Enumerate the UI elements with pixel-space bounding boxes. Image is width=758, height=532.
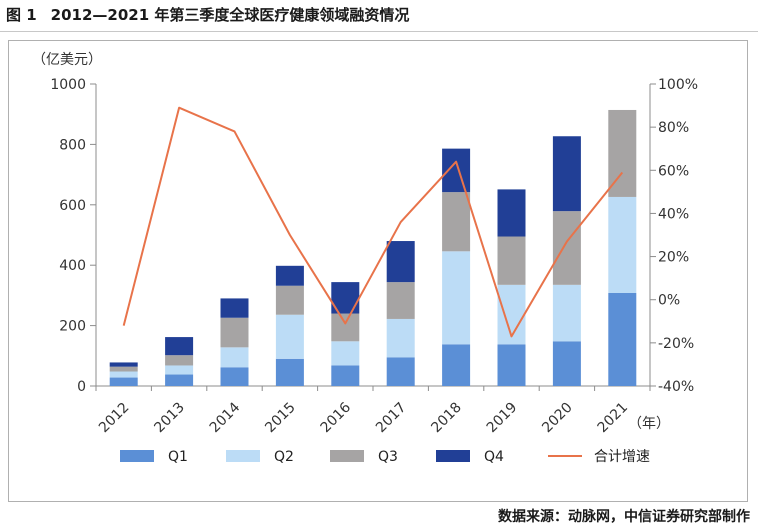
x-tick-label: 2016 bbox=[318, 399, 355, 436]
y-tick-label-right: 20% bbox=[658, 250, 689, 266]
bar-q1-2013 bbox=[165, 374, 194, 386]
legend-swatch-q1 bbox=[120, 450, 154, 462]
bar-q2-2013 bbox=[165, 365, 194, 375]
legend-label-q2: Q2 bbox=[274, 449, 294, 465]
legend-label-growth: 合计增速 bbox=[594, 449, 650, 465]
bar-q4-2012 bbox=[109, 362, 138, 367]
y-tick-label-right: 80% bbox=[658, 120, 689, 136]
bar-q2-2017 bbox=[386, 318, 415, 358]
bar-q2-2021 bbox=[608, 196, 637, 293]
bar-q3-2014 bbox=[220, 317, 249, 348]
growth-line bbox=[122, 106, 624, 338]
x-tick-label: 2017 bbox=[373, 400, 410, 437]
legend-swatch-q3 bbox=[330, 450, 364, 462]
bar-q4-2014 bbox=[220, 298, 249, 318]
bar-q3-2016 bbox=[331, 313, 360, 342]
x-tick-label: 2019 bbox=[484, 400, 521, 437]
bar-q4-2015 bbox=[275, 265, 304, 286]
bar-q2-2014 bbox=[220, 347, 249, 368]
bar-q1-2014 bbox=[220, 367, 249, 386]
bar-q3-2012 bbox=[109, 366, 138, 372]
bar-q1-2021 bbox=[608, 292, 637, 386]
bar-q3-2018 bbox=[442, 192, 471, 252]
y-tick-label-right: 60% bbox=[658, 163, 689, 179]
y-tick-label-left: 400 bbox=[59, 258, 86, 274]
bar-q4-2017 bbox=[386, 241, 415, 283]
bar-q1-2020 bbox=[552, 341, 581, 386]
bar-q3-2015 bbox=[275, 285, 304, 315]
x-tick-label: 2012 bbox=[96, 400, 133, 437]
bar-q3-2013 bbox=[165, 355, 194, 366]
title-divider bbox=[0, 31, 758, 32]
figure-number: 图 1 bbox=[6, 6, 37, 24]
x-tick-label: 2021 bbox=[595, 400, 632, 437]
x-tick-label: 2015 bbox=[262, 400, 299, 437]
y-tick-label-left: 200 bbox=[59, 319, 86, 335]
bar-q1-2016 bbox=[331, 365, 360, 386]
y-tick-label-left: 0 bbox=[77, 379, 86, 395]
bar-q2-2015 bbox=[275, 314, 304, 359]
x-tick-label: 2014 bbox=[207, 399, 244, 436]
bar-q4-2013 bbox=[165, 337, 194, 356]
bar-q4-2018 bbox=[442, 148, 471, 193]
y-tick-label-right: -20% bbox=[658, 336, 694, 352]
bar-q4-2020 bbox=[552, 136, 581, 212]
legend-label-q1: Q1 bbox=[168, 449, 188, 465]
x-tick-label: 2018 bbox=[428, 400, 465, 437]
legend-swatch-q2 bbox=[226, 450, 260, 462]
chart-frame bbox=[8, 40, 748, 502]
bar-q1-2019 bbox=[497, 344, 526, 386]
legend-label-q3: Q3 bbox=[378, 449, 398, 465]
x-tick-label: 2020 bbox=[539, 400, 576, 437]
bars-group bbox=[109, 109, 637, 386]
bar-q2-2020 bbox=[552, 284, 581, 342]
bar-q1-2012 bbox=[109, 377, 138, 386]
y-tick-label-left: 1000 bbox=[50, 77, 86, 93]
source-note: 数据来源：动脉网，中信证券研究部制作 bbox=[498, 509, 750, 525]
bar-q3-2021 bbox=[608, 109, 637, 197]
x-axis-label: （年） bbox=[628, 416, 670, 432]
legend-swatch-q4 bbox=[436, 450, 470, 462]
bar-q2-2016 bbox=[331, 341, 360, 366]
legend-label-q4: Q4 bbox=[484, 449, 504, 465]
bar-q1-2017 bbox=[386, 357, 415, 386]
bar-q1-2018 bbox=[442, 344, 471, 386]
bar-q3-2019 bbox=[497, 236, 526, 285]
bar-q1-2015 bbox=[275, 358, 304, 386]
x-tick-label: 2013 bbox=[151, 400, 188, 437]
y-tick-label-left: 600 bbox=[59, 198, 86, 214]
bar-q4-2019 bbox=[497, 189, 526, 237]
line-group bbox=[122, 106, 624, 338]
bar-q2-2012 bbox=[109, 371, 138, 378]
y-tick-label-left: 800 bbox=[59, 137, 86, 153]
y-axis-label: （亿美元） bbox=[32, 52, 102, 68]
figure-title: 图 1 2012—2021 年第三季度全球医疗健康领域融资情况 bbox=[6, 4, 409, 25]
y-tick-label-right: 100% bbox=[658, 77, 698, 93]
legend-group: Q1 Q2 Q3 Q4 合计增速 bbox=[120, 449, 650, 465]
bar-q3-2017 bbox=[386, 282, 415, 319]
bar-q2-2018 bbox=[442, 251, 471, 345]
y-tick-label-right: -40% bbox=[658, 379, 694, 395]
chart: 0 200 400 600 800 1000 （亿美元） -40% -20% 0% 20% 40% 60… bbox=[32, 52, 698, 465]
y-tick-label-right: 0% bbox=[658, 293, 680, 309]
figure-title-text: 2012—2021 年第三季度全球医疗健康领域融资情况 bbox=[50, 6, 410, 24]
bar-q3-2020 bbox=[552, 211, 581, 285]
y-tick-label-right: 40% bbox=[658, 206, 689, 222]
